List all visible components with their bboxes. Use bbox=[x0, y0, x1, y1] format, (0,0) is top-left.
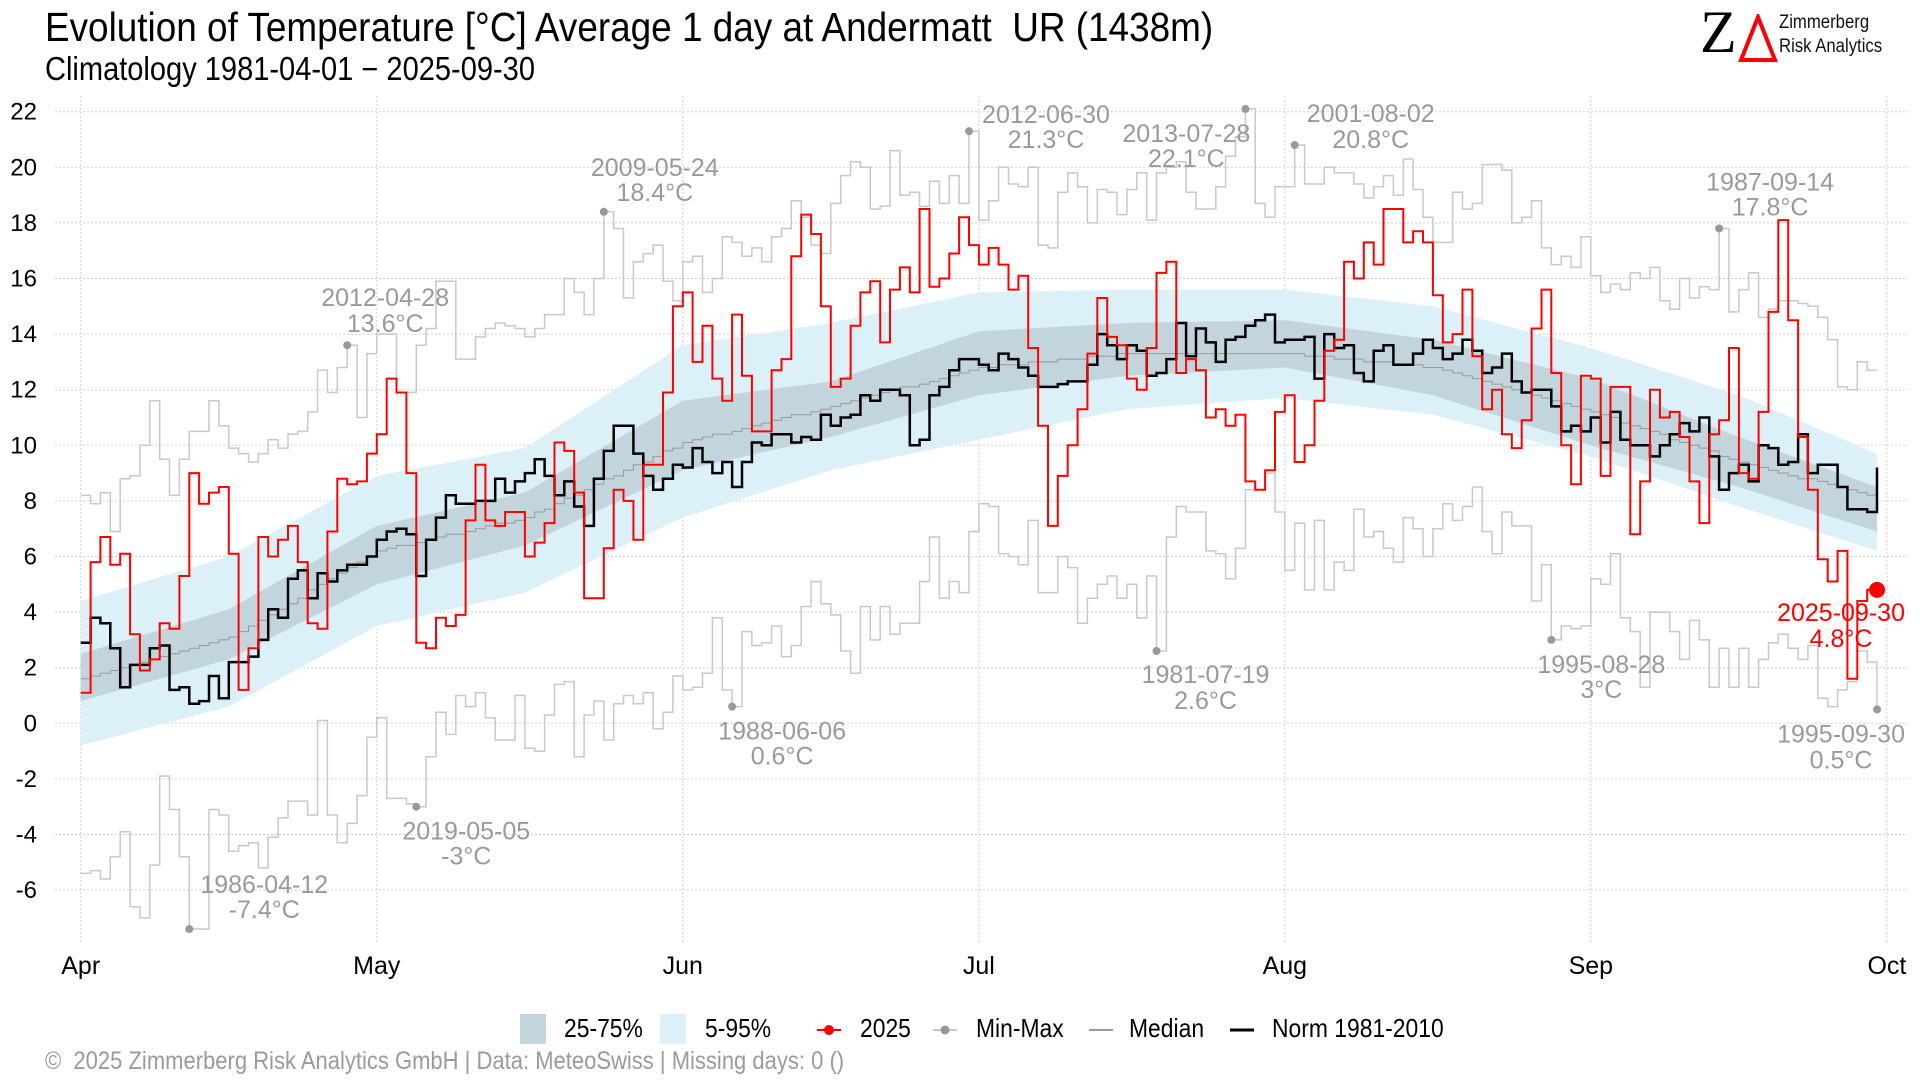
legend-label-iqr: 25-75% bbox=[564, 1013, 643, 1043]
x-tick-label: Aug bbox=[1263, 952, 1307, 980]
max-record-dot bbox=[343, 341, 352, 350]
annotation-value: 0.5°C bbox=[1810, 746, 1873, 774]
annotation-value: 22.1°C bbox=[1148, 145, 1225, 173]
company-logo: Z Zimmerberg Risk Analytics bbox=[1700, 2, 1900, 62]
annotation-date: 2012-04-28 bbox=[321, 284, 449, 312]
y-tick-label: 10 bbox=[10, 432, 37, 459]
min-line bbox=[80, 472, 1878, 930]
annotation-value: 17.8°C bbox=[1732, 193, 1809, 221]
y-tick-label: 4 bbox=[24, 599, 37, 626]
y-tick-label: 22 bbox=[10, 99, 37, 126]
annotation-date: 2009-05-24 bbox=[591, 154, 719, 182]
legend: 25-75% 5-95% 2025 Min-Max Median Norm 19… bbox=[0, 1012, 1920, 1046]
logo-line1: Zimmerberg bbox=[1779, 12, 1870, 33]
annotation-date: 2001-08-02 bbox=[1307, 100, 1435, 128]
annotation-date: 1988-06-06 bbox=[718, 718, 846, 746]
current-value-dot bbox=[1869, 581, 1886, 598]
logo-z-mark: Z bbox=[1700, 0, 1737, 65]
max-line bbox=[80, 108, 1877, 533]
annotation-value: 0.6°C bbox=[751, 743, 814, 771]
x-tick-label: Jul bbox=[963, 952, 995, 980]
legend-swatch-iqr bbox=[520, 1014, 546, 1044]
annotation-date: 1995-08-28 bbox=[1537, 651, 1665, 679]
min-record-dot bbox=[185, 925, 194, 934]
x-tick-label: Jun bbox=[663, 952, 703, 980]
current-year-line bbox=[80, 208, 1877, 694]
legend-marker-median-icon bbox=[1089, 1029, 1113, 1031]
y-tick-label: 0 bbox=[24, 710, 37, 737]
legend-label-norm: Norm 1981-2010 bbox=[1272, 1013, 1444, 1043]
annotation-value: 20.8°C bbox=[1332, 126, 1409, 154]
band-5-95 bbox=[80, 289, 1878, 746]
x-tick-label: Oct bbox=[1867, 952, 1906, 980]
annotation-date: 2025-09-30 bbox=[1777, 599, 1905, 627]
annotation-value: 21.3°C bbox=[1008, 126, 1085, 154]
annotation-date: 2012-06-30 bbox=[982, 101, 1110, 129]
y-tick-label: 14 bbox=[10, 321, 37, 348]
annotation-value: 2.6°C bbox=[1174, 687, 1237, 715]
min-record-dot bbox=[1873, 705, 1882, 714]
annotation-date: 1981-07-19 bbox=[1142, 661, 1270, 689]
x-tick-label: May bbox=[353, 952, 401, 980]
annotation-value: -3°C bbox=[441, 843, 491, 871]
series-lines bbox=[80, 108, 1879, 930]
y-tick-label: 20 bbox=[10, 154, 37, 181]
annotation-value: -7.4°C bbox=[229, 896, 300, 924]
min-record-dot bbox=[1152, 647, 1161, 656]
min-record-dot bbox=[412, 802, 421, 811]
legend-swatch-p5-95 bbox=[660, 1014, 686, 1044]
footer-credits: © 2025 Zimmerberg Risk Analytics GmbH | … bbox=[45, 1047, 845, 1075]
annotation-date: 1986-04-12 bbox=[200, 871, 328, 899]
legend-label-2025: 2025 bbox=[860, 1013, 911, 1043]
max-record-dot bbox=[1290, 141, 1299, 150]
logo-delta-icon bbox=[1738, 14, 1778, 62]
legend-marker-minmax-icon bbox=[933, 1025, 957, 1035]
y-tick-label: 18 bbox=[10, 210, 37, 237]
y-tick-label: 2 bbox=[24, 655, 37, 682]
annotation-date: 2013-07-28 bbox=[1122, 120, 1250, 148]
x-tick-label: Sep bbox=[1569, 952, 1613, 980]
annotation-date: 1995-09-30 bbox=[1777, 720, 1905, 748]
min-record-dot bbox=[1547, 635, 1556, 644]
max-record-dot bbox=[965, 127, 973, 136]
y-tick-label: 6 bbox=[24, 544, 37, 571]
annotation-date: 2019-05-05 bbox=[402, 818, 530, 846]
annotation-value: 13.6°C bbox=[347, 310, 424, 338]
max-record-dot bbox=[1715, 224, 1724, 233]
chart-title: Evolution of Temperature [°C] Average 1 … bbox=[45, 4, 1214, 50]
legend-label-median: Median bbox=[1129, 1013, 1205, 1043]
percentile-bands bbox=[80, 289, 1878, 746]
annotation-value: 3°C bbox=[1580, 676, 1622, 704]
annotation-value: 4.8°C bbox=[1810, 625, 1873, 653]
x-tick-label: Apr bbox=[61, 952, 100, 980]
legend-marker-norm-icon bbox=[1230, 1028, 1254, 1032]
annotation-date: 1987-09-14 bbox=[1706, 168, 1834, 196]
min-record-dot bbox=[728, 702, 737, 711]
y-tick-label: 16 bbox=[10, 266, 37, 293]
y-tick-label: -6 bbox=[16, 877, 37, 904]
legend-label-p5-95: 5-95% bbox=[705, 1013, 772, 1043]
max-record-dot bbox=[599, 207, 608, 216]
annotation-value: 18.4°C bbox=[616, 179, 693, 207]
chart-subtitle: Climatology 1981-04-01 − 2025-09-30 bbox=[45, 50, 535, 87]
max-record-dot bbox=[1241, 104, 1250, 113]
legend-marker-2025-icon bbox=[817, 1025, 841, 1035]
y-tick-label: 8 bbox=[24, 488, 37, 515]
y-tick-label: -2 bbox=[16, 766, 37, 793]
logo-line2: Risk Analytics bbox=[1779, 36, 1883, 57]
y-tick-label: 12 bbox=[10, 377, 37, 404]
legend-label-minmax: Min-Max bbox=[976, 1013, 1064, 1043]
y-tick-label: -4 bbox=[16, 822, 37, 849]
